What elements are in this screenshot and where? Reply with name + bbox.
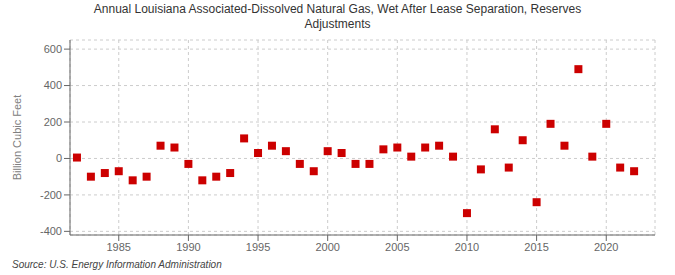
html-text:Adjustments: Adjustments bbox=[304, 17, 371, 31]
svg-text:-200: -200 bbox=[40, 189, 62, 201]
svg-text:400: 400 bbox=[44, 79, 62, 91]
svg-text:0: 0 bbox=[56, 152, 62, 164]
svg-text:Billion Cubic Feet: Billion Cubic Feet bbox=[11, 95, 23, 181]
svg-text:200: 200 bbox=[44, 116, 62, 128]
svg-text:1985: 1985 bbox=[107, 241, 131, 253]
svg-text:600: 600 bbox=[44, 43, 62, 55]
svg-text:1995: 1995 bbox=[246, 241, 270, 253]
svg-text:2015: 2015 bbox=[524, 241, 548, 253]
svg-text:2020: 2020 bbox=[594, 241, 618, 253]
html-text:Annual Louisiana Associated-Di: Annual Louisiana Associated-Dissolved Na… bbox=[93, 2, 582, 16]
svg-text:2000: 2000 bbox=[315, 241, 339, 253]
svg-text:2005: 2005 bbox=[385, 241, 409, 253]
svg-text:-400: -400 bbox=[40, 225, 62, 237]
svg-text:1990: 1990 bbox=[176, 241, 200, 253]
svg-text:2010: 2010 bbox=[455, 241, 479, 253]
html-text:Source: U.S. Energy Informatio: Source: U.S. Energy Information Administ… bbox=[12, 259, 222, 270]
